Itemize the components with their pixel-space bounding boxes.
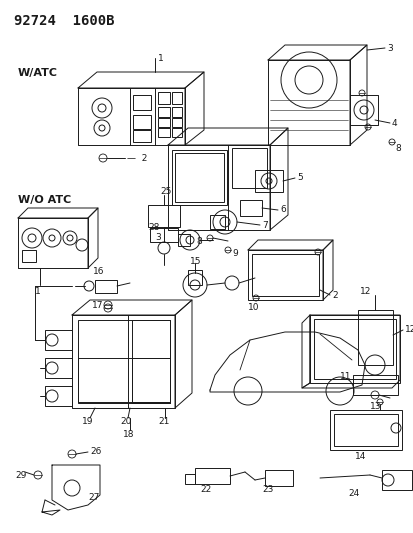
- Text: 12: 12: [404, 326, 413, 335]
- Text: W/ATC: W/ATC: [18, 68, 58, 78]
- Text: 13: 13: [369, 402, 380, 411]
- Bar: [158, 107, 170, 117]
- Text: 23: 23: [261, 486, 273, 495]
- Bar: [95, 280, 117, 293]
- Bar: [175, 153, 223, 202]
- Bar: [45, 386, 72, 406]
- Text: 27: 27: [88, 494, 99, 503]
- Bar: [158, 128, 170, 137]
- Text: 26: 26: [90, 448, 101, 456]
- Text: 3: 3: [154, 233, 160, 243]
- Text: 16: 16: [93, 268, 104, 277]
- Bar: [357, 310, 392, 365]
- Text: 9: 9: [231, 248, 237, 257]
- Text: 28: 28: [147, 223, 159, 232]
- Text: 92724  1600B: 92724 1600B: [14, 14, 114, 28]
- Bar: [178, 234, 190, 246]
- Bar: [158, 118, 170, 127]
- Bar: [352, 375, 397, 395]
- Text: 21: 21: [158, 417, 169, 426]
- Text: 8: 8: [195, 238, 201, 246]
- Bar: [171, 107, 182, 117]
- Text: 5: 5: [296, 174, 302, 182]
- Text: —  2: — 2: [127, 154, 147, 163]
- Text: 12: 12: [359, 287, 370, 296]
- Text: 1: 1: [35, 287, 40, 296]
- Bar: [132, 320, 170, 402]
- Text: 19: 19: [82, 417, 93, 426]
- Text: W/O ATC: W/O ATC: [18, 195, 71, 205]
- Bar: [171, 118, 182, 127]
- Text: 11: 11: [339, 373, 351, 382]
- Bar: [78, 358, 170, 403]
- Text: 29: 29: [15, 472, 26, 481]
- Bar: [231, 148, 266, 188]
- Bar: [254, 170, 282, 192]
- Bar: [45, 358, 72, 378]
- Bar: [158, 92, 170, 104]
- Text: 18: 18: [123, 431, 134, 440]
- Bar: [133, 115, 151, 129]
- Text: 22: 22: [199, 486, 211, 495]
- Text: 8: 8: [394, 143, 400, 152]
- Bar: [333, 414, 397, 446]
- Text: 1: 1: [158, 53, 164, 62]
- Text: 24: 24: [347, 489, 358, 498]
- Bar: [247, 250, 322, 300]
- Bar: [133, 130, 151, 142]
- Text: 6: 6: [279, 206, 285, 214]
- Bar: [22, 250, 36, 262]
- Text: 25: 25: [159, 188, 171, 197]
- Bar: [313, 319, 395, 379]
- Text: 7: 7: [261, 221, 267, 230]
- Text: 14: 14: [354, 453, 366, 462]
- Bar: [188, 270, 202, 285]
- Text: 20: 20: [120, 417, 131, 426]
- Bar: [252, 254, 318, 296]
- Bar: [147, 205, 180, 227]
- Text: 15: 15: [190, 257, 201, 266]
- Text: 4: 4: [391, 118, 396, 127]
- Text: 17: 17: [92, 301, 103, 310]
- Bar: [195, 468, 230, 484]
- Bar: [209, 215, 224, 229]
- Bar: [171, 92, 182, 104]
- Bar: [309, 315, 399, 383]
- Text: 2: 2: [331, 290, 337, 300]
- Bar: [132, 358, 170, 403]
- Bar: [45, 330, 72, 350]
- Bar: [185, 474, 195, 484]
- Text: 3: 3: [386, 44, 392, 52]
- Bar: [381, 470, 411, 490]
- Bar: [133, 95, 151, 110]
- Bar: [171, 150, 226, 205]
- Bar: [171, 128, 182, 137]
- Bar: [150, 228, 178, 242]
- Bar: [264, 470, 292, 486]
- Bar: [240, 200, 261, 216]
- Text: 10: 10: [247, 303, 259, 312]
- Bar: [78, 320, 170, 402]
- Bar: [329, 410, 401, 450]
